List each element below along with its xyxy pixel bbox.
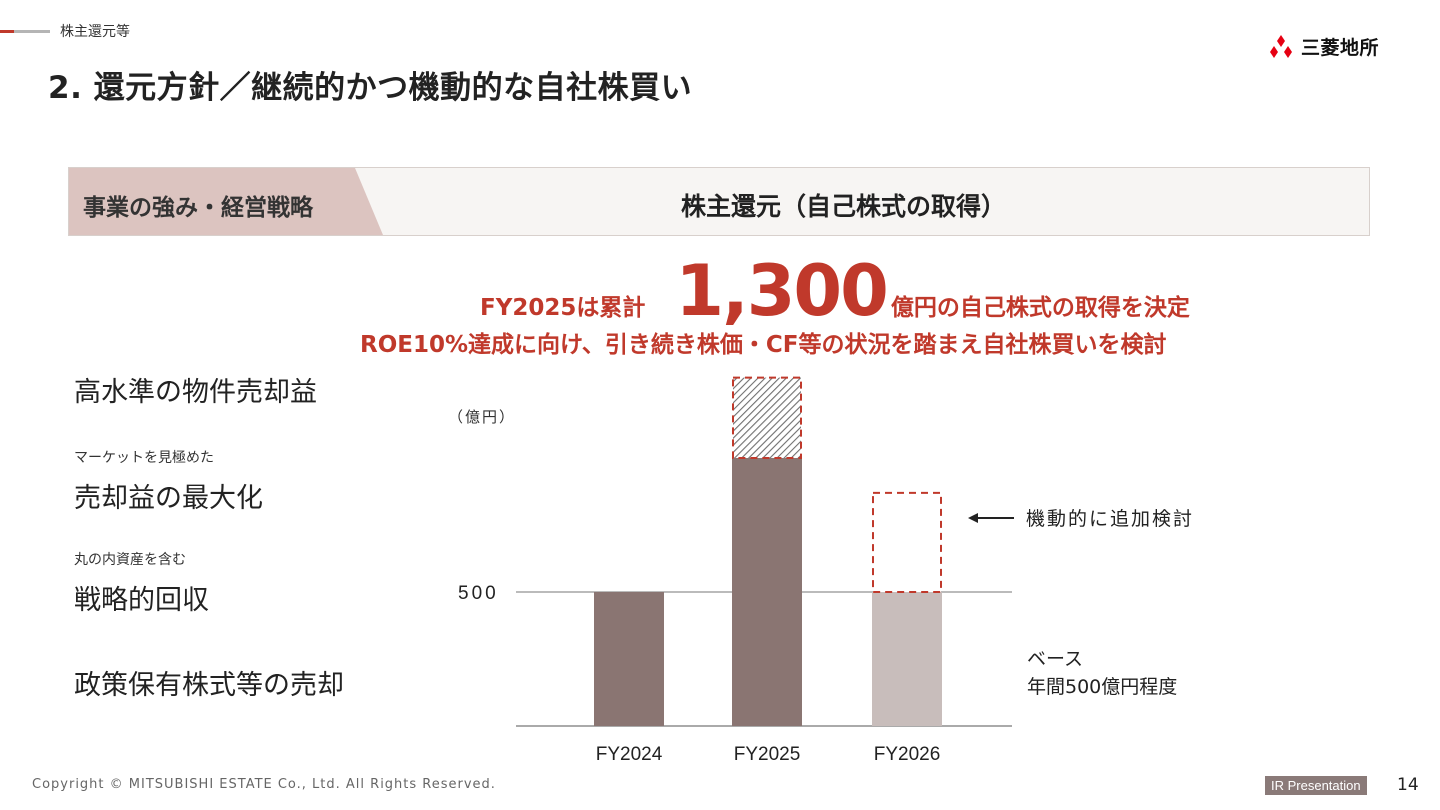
header-rule — [14, 30, 50, 33]
copyright-text: Copyright © MITSUBISHI ESTATE Co., Ltd. … — [32, 777, 496, 792]
strength-item-sub: 丸の内資産を含む — [74, 552, 186, 568]
annotation-additional-text: 機動的に追加検討 — [1026, 508, 1195, 530]
section-label: 株主還元等 — [60, 24, 130, 40]
annotation-base: ベース 年間500億円程度 — [1027, 645, 1177, 701]
page-number: 14 — [1397, 775, 1419, 795]
banner-left-tab — [69, 168, 383, 235]
strength-item-main: 戦略的回収 — [74, 585, 209, 616]
bar-additional-fy2025 — [732, 376, 802, 460]
logo-text: 三菱地所 — [1301, 37, 1380, 59]
y-tick-label: 500 — [458, 583, 499, 604]
x-tick-label: FY2024 — [596, 744, 663, 765]
strength-item-main: 政策保有株式等の売却 — [74, 670, 344, 701]
headline-primary: FY2025は累計 1,300 億円の自己株式の取得を決定 — [480, 250, 1190, 332]
banner-right-label: 株主還元（自己株式の取得） — [681, 192, 1007, 221]
banner-left-label: 事業の強み・経営戦略 — [83, 195, 313, 221]
buyback-bar-chart: （億円） 500 FY2024 FY2025 FY2026 — [448, 376, 1012, 765]
strength-item-main: 売却益の最大化 — [74, 483, 263, 514]
strength-item-main: 高水準の物件売却益 — [74, 377, 317, 408]
x-tick-label: FY2025 — [734, 744, 801, 765]
headline-prefix: FY2025は累計 — [480, 295, 646, 321]
three-diamonds-icon — [1270, 34, 1292, 58]
company-logo: 三菱地所 — [1267, 33, 1379, 60]
headline-amount: 1,300 — [675, 250, 888, 332]
page-title: 2. 還元方針／継続的かつ機動的な自社株買い — [48, 70, 693, 106]
x-tick-label: FY2026 — [874, 744, 941, 765]
headline-suffix: 億円の自己株式の取得を決定 — [890, 295, 1190, 321]
annotation-base-line1: ベース — [1027, 648, 1084, 670]
arrow-left-icon — [968, 512, 1014, 523]
bar-additional-fy2026 — [872, 491, 942, 593]
header-accent-bar — [0, 30, 14, 33]
unit-label: （億円） — [448, 408, 516, 426]
ir-presentation-tag: IR Presentation — [1265, 776, 1367, 795]
bar-fy2024 — [594, 592, 664, 726]
headline-secondary: ROE10%達成に向け、引き続き株価・CF等の状況を踏まえ自社株買いを検討 — [360, 332, 1167, 358]
bar-fy2026 — [872, 592, 942, 726]
bar-fy2025 — [732, 458, 802, 726]
annotation-base-line2: 年間500億円程度 — [1027, 676, 1178, 698]
annotation-additional: 機動的に追加検討 — [968, 504, 1194, 531]
section-banner: 事業の強み・経営戦略 株主還元（自己株式の取得） — [68, 167, 1370, 236]
strength-item-sub: マーケットを見極めた — [74, 450, 214, 466]
